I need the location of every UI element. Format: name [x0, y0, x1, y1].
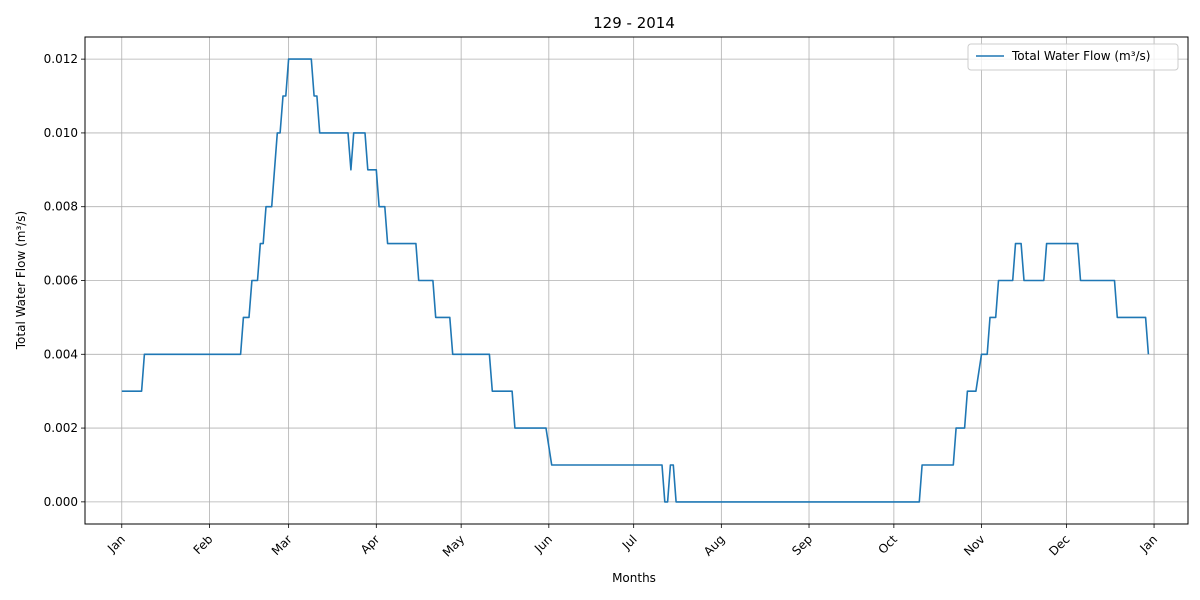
series-line: [121, 58, 1150, 503]
y-tick-label: 0.000: [44, 495, 78, 509]
series-layer: [121, 58, 1150, 503]
grid: [85, 37, 1188, 524]
chart-title: 129 - 2014: [593, 14, 675, 32]
y-tick-label: 0.006: [44, 274, 78, 288]
y-axis-title: Total Water Flow (m³/s): [14, 211, 28, 351]
legend: Total Water Flow (m³/s): [967, 43, 1179, 71]
x-axis-title: Months: [612, 571, 656, 585]
legend-label: Total Water Flow (m³/s): [1011, 49, 1151, 63]
legend-box: [967, 43, 1179, 71]
y-tick-label: 0.002: [44, 421, 78, 435]
y-tick-label: 0.008: [44, 200, 78, 214]
y-tick-label: 0.004: [44, 347, 78, 361]
y-axis-ticks: 0.000 0.002 0.004 0.006 0.008 0.010 0.012: [44, 52, 85, 509]
y-tick-label: 0.012: [44, 52, 78, 66]
y-tick-label: 0.010: [44, 126, 78, 140]
